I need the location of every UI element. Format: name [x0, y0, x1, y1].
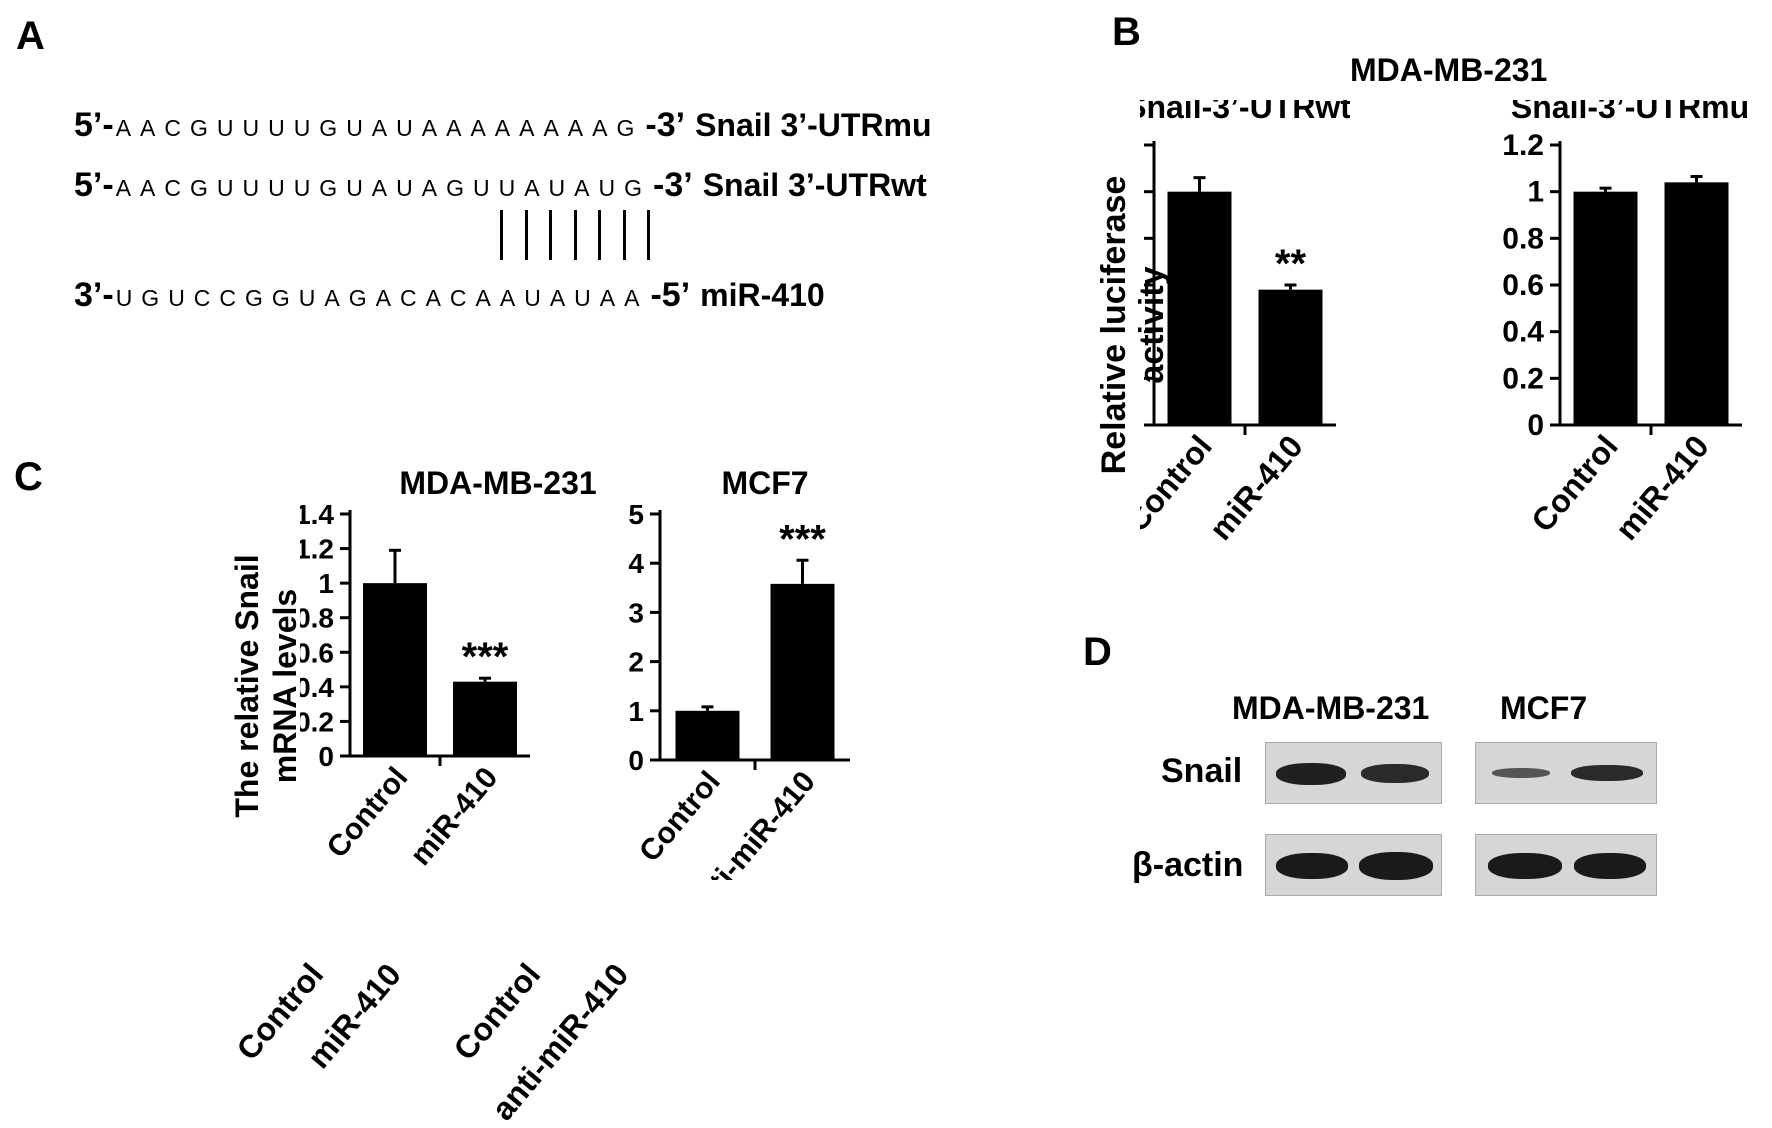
- y-tick-label: 0.4: [1502, 316, 1544, 349]
- significance-marker: ***: [779, 517, 826, 561]
- band: [1492, 768, 1550, 778]
- blot-row-snail: Snail: [1161, 752, 1243, 790]
- band: [1361, 764, 1429, 783]
- y-tick-label: 0: [1527, 409, 1544, 442]
- five-prime-label: 5’-: [74, 166, 114, 204]
- y-axis-label-line: Relative luciferase: [1095, 175, 1133, 475]
- panel-letter-a: A: [16, 14, 45, 58]
- panel-b-cell-line-title: MDA-MB-231: [1350, 52, 1548, 88]
- y-tick-label: 5: [628, 499, 644, 530]
- base-pair-line: [524, 210, 528, 260]
- three-prime-label: 3’-: [74, 276, 114, 314]
- band: [1574, 853, 1646, 879]
- sequence-bases: AACGUUUUGUAUAAAAAAAAG: [115, 115, 644, 141]
- sequence-row-mirna: 3’-UGUCCGGUAGACACAAUAUAA-5’ miR-410: [74, 276, 825, 315]
- sequence-row-mutant: 5’-AACGUUUUGUAUAAAAAAAAG-3’ Snail 3’-UTRm…: [74, 106, 932, 145]
- band: [1276, 763, 1346, 785]
- blot-row-beta-actin: β-actin: [1132, 846, 1244, 884]
- blot-membrane: [1475, 834, 1657, 896]
- band: [1359, 852, 1433, 880]
- y-axis-label-mrna: The relative Snail mRNA levels: [228, 554, 304, 817]
- category-label: Control: [321, 761, 415, 864]
- band: [1488, 853, 1562, 879]
- chart-luciferase-wt: Snail-3’-UTRwt00.20.40.60.811.2Control**…: [1140, 100, 1350, 547]
- panel-letter-d: D: [1083, 630, 1112, 674]
- base-pair-line: [598, 210, 601, 260]
- three-prime-label: -3’: [645, 106, 686, 144]
- sequence-bases: AACGUUUUGUAUAGUUAUAUG: [115, 175, 652, 201]
- sequence-name: Snail 3’-UTRmu: [695, 107, 932, 143]
- band: [1276, 853, 1348, 879]
- sequence-name: miR-410: [700, 277, 825, 313]
- three-prime-label: -3’: [653, 166, 693, 204]
- bar: [1258, 289, 1323, 425]
- category-label: Control: [633, 765, 727, 868]
- category-label: miR-410: [1202, 428, 1310, 547]
- bar: [363, 583, 427, 756]
- sequence-name: Snail 3’-UTRwt: [702, 167, 927, 203]
- base-pair-line: [500, 210, 503, 260]
- y-tick-label: 0.6: [300, 637, 334, 668]
- y-tick-label: 0: [318, 741, 334, 772]
- chart-title: MCF7: [721, 465, 808, 501]
- chart-mrna-mda: MDA-MB-231 0 0.20.4 0.60.8 11.2 1.4 Control ***…: [300, 465, 597, 872]
- y-tick-label: 1.4: [300, 499, 334, 530]
- y-axis-label-luciferase: Relative luciferase activity: [1095, 176, 1171, 475]
- y-tick-label: 0: [628, 745, 644, 776]
- category-label: miR-410: [1608, 428, 1716, 547]
- chart-title: Snail-3’-UTRmu: [1511, 100, 1749, 125]
- panel-letter-b: B: [1112, 10, 1141, 54]
- bar: [453, 681, 517, 756]
- bar: [1573, 191, 1638, 425]
- chart-luciferase-mu: Snail-3’-UTRmu00.20.40.60.811.2Controlmi…: [1502, 100, 1749, 547]
- five-prime-label: 5’-: [74, 106, 114, 144]
- blot-membrane: [1265, 742, 1442, 804]
- y-tick-label: 0.2: [1502, 362, 1544, 395]
- y-tick-label: 3: [628, 597, 644, 628]
- category-label: miR-410: [404, 761, 504, 872]
- significance-marker: ***: [462, 635, 509, 679]
- base-pair-line: [549, 210, 552, 260]
- blot-membrane: [1265, 834, 1442, 896]
- chart-title: MDA-MB-231: [399, 465, 596, 501]
- y-tick-label: 1.2: [300, 534, 334, 565]
- blot-group-mcf7: MCF7: [1500, 690, 1588, 726]
- bar: [1167, 191, 1232, 425]
- y-axis-label-line: mRNA levels: [267, 588, 303, 784]
- bar: [1664, 182, 1729, 425]
- sequence-bases: UGUCCGGUAGACACAAUAUAA: [115, 285, 649, 311]
- chart-title: Snail-3’-UTRwt: [1140, 100, 1350, 125]
- y-tick-label: 2: [628, 647, 644, 678]
- y-tick-label: 4: [628, 548, 644, 579]
- y-tick-label: 0.6: [1502, 269, 1544, 302]
- panel-letter-c: C: [14, 455, 43, 499]
- y-axis-label-line: activity: [1133, 266, 1171, 384]
- band: [1571, 765, 1643, 781]
- significance-marker: **: [1275, 242, 1307, 286]
- blot-group-mda: MDA-MB-231: [1232, 690, 1430, 726]
- y-tick-label: 0.2: [300, 706, 334, 737]
- sequence-row-wildtype: 5’-AACGUUUUGUAUAGUUAUAUG-3’ Snail 3’-UTRw…: [74, 166, 927, 205]
- y-tick-label: 1.2: [1502, 129, 1544, 162]
- y-tick-label: 1: [318, 568, 334, 599]
- blot-membrane: [1475, 742, 1657, 804]
- y-tick-label: 0.8: [300, 603, 334, 634]
- bar: [770, 583, 835, 760]
- y-tick-label: 1: [628, 696, 644, 727]
- y-axis-label-line: The relative Snail: [229, 554, 265, 818]
- y-tick-label: 0.8: [1502, 222, 1544, 255]
- base-pair-line: [573, 210, 577, 260]
- y-tick-label: 0.4: [300, 672, 334, 703]
- base-pair-line: [622, 210, 626, 260]
- bar: [675, 710, 740, 760]
- y-tick-label: 1: [1527, 176, 1544, 209]
- five-prime-label: -5’: [650, 276, 691, 314]
- base-pair-line: [647, 210, 650, 260]
